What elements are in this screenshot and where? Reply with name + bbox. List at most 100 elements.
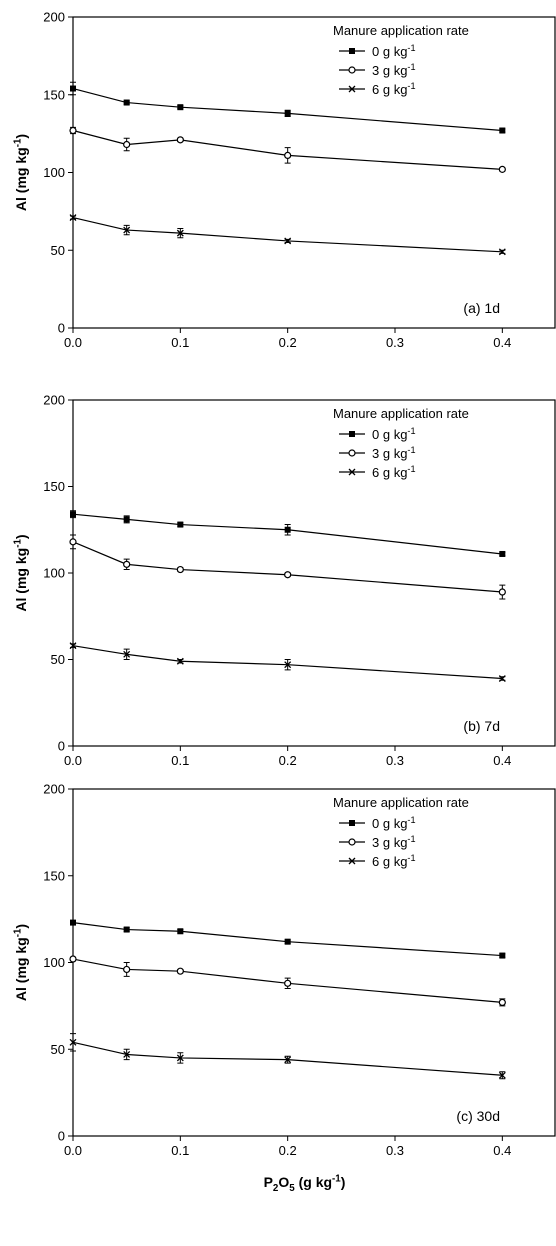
data-point (69, 1038, 77, 1046)
legend-label: 0 g kg-1​ (372, 815, 416, 831)
data-point (177, 928, 184, 935)
data-point (69, 642, 77, 650)
series-line (72, 541, 503, 593)
legend-label: 6 g kg-1​ (372, 81, 416, 97)
legend-marker (348, 468, 356, 476)
legend-title: Manure application rate (333, 23, 469, 38)
data-point (176, 967, 184, 975)
data-point (284, 571, 292, 579)
data-point (499, 952, 506, 959)
data-point (123, 560, 131, 568)
legend-item: 0 g kg-1​ (339, 43, 416, 59)
x-tick-label: 0.4 (493, 335, 511, 350)
x-tick-label: 0.0 (64, 335, 82, 350)
series-3 (69, 214, 506, 256)
legend-marker (349, 48, 355, 54)
data-point (177, 521, 184, 528)
x-tick-label: 0.0 (64, 1143, 82, 1158)
legend-marker (348, 857, 356, 865)
legend-label: 3 g kg-1​ (372, 445, 416, 461)
legend-item: 3 g kg-1​ (339, 62, 416, 78)
x-tick-label: 0.4 (493, 753, 511, 768)
y-tick-label: 200 (43, 10, 65, 25)
data-point (123, 926, 130, 933)
y-tick-label: 200 (43, 393, 65, 408)
series-1 (70, 919, 506, 959)
data-point (70, 85, 76, 92)
data-point (123, 226, 131, 234)
x-tick-label: 0.3 (386, 753, 404, 768)
data-point (176, 136, 184, 144)
x-tick-label: 0.1 (171, 1143, 189, 1158)
legend-title: Manure application rate (333, 795, 469, 810)
y-tick-label: 50 (51, 652, 65, 667)
x-tick-label: 0.1 (171, 753, 189, 768)
x-tick-label: 0.2 (279, 335, 297, 350)
legend-title: Manure application rate (333, 406, 469, 421)
y-axis-label: Al (mg kg-1​) (12, 134, 29, 211)
legend: Manure application rate 0 g kg-1​ 3 g kg-1… (333, 406, 469, 480)
x-tick-label: 0.1 (171, 335, 189, 350)
data-point (123, 140, 131, 149)
legend-marker (348, 838, 356, 846)
x-tick-label: 0.3 (386, 1143, 404, 1158)
legend-label: 6 g kg-1​ (372, 853, 416, 869)
legend-marker (348, 449, 356, 457)
legend-marker (349, 820, 355, 826)
data-point (284, 526, 291, 533)
series-line (72, 217, 503, 253)
legend-label: 6 g kg-1​ (372, 464, 416, 480)
legend-marker (348, 66, 356, 74)
data-point (123, 1050, 131, 1058)
data-point (69, 126, 77, 135)
legend-item: 3 g kg-1​ (339, 445, 416, 461)
data-point (176, 565, 184, 574)
data-point (123, 516, 130, 523)
data-point (284, 938, 291, 945)
x-tick-label: 0.0 (64, 753, 82, 768)
panel-label: (b) 7d (463, 718, 500, 734)
data-point (176, 657, 184, 665)
y-tick-label: 0 (58, 321, 65, 336)
data-point (123, 650, 131, 658)
data-point (123, 965, 131, 974)
y-tick-label: 100 (43, 566, 65, 581)
legend-item: 6 g kg-1​ (339, 464, 416, 480)
data-point (284, 979, 292, 987)
data-point (176, 229, 184, 237)
y-tick-label: 100 (43, 955, 65, 970)
legend: Manure application rate 0 g kg-1​ 3 g kg-1… (333, 795, 469, 869)
plot-frame (72, 399, 556, 747)
plot-frame (72, 16, 556, 329)
legend-label: 0 g kg-1​ (372, 426, 416, 442)
x-tick-label: 0.2 (279, 1143, 297, 1158)
data-point (70, 511, 76, 518)
x-axis-label: P2O5​ (g kg-1​) (264, 1173, 346, 1194)
y-tick-label: 50 (51, 243, 65, 258)
series-1 (70, 81, 506, 134)
series-2 (69, 955, 506, 1007)
series-line (72, 87, 503, 132)
y-tick-label: 50 (51, 1042, 65, 1057)
data-point (69, 214, 77, 222)
series-2 (69, 126, 506, 173)
data-point (123, 99, 130, 106)
data-point (284, 151, 292, 159)
y-tick-label: 0 (58, 1129, 65, 1144)
data-point (284, 661, 292, 669)
data-point (70, 919, 76, 926)
data-point (176, 1054, 184, 1062)
data-point (499, 127, 506, 134)
data-point (498, 248, 506, 256)
legend-item: 0 g kg-1​ (339, 426, 416, 442)
series-3 (69, 642, 506, 682)
legend-item: 6 g kg-1​ (339, 853, 416, 869)
y-axis-label: Al (mg kg-1​) (12, 534, 29, 611)
data-point (177, 104, 184, 111)
legend-marker (349, 431, 355, 437)
data-point (498, 675, 506, 682)
data-point (69, 538, 77, 546)
data-point (498, 588, 506, 596)
legend-item: 3 g kg-1​ (339, 834, 416, 850)
data-point (69, 955, 77, 963)
